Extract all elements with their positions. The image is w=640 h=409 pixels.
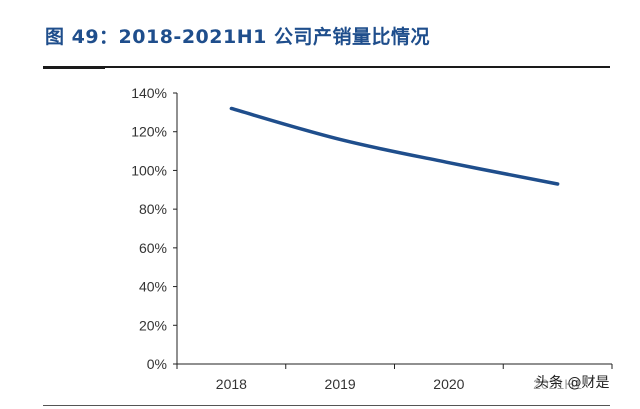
figure-title: 图 49：2018-2021H1 公司产销量比情况 (45, 26, 430, 48)
bottom-rule (43, 405, 610, 406)
y-axis: 0% 20% 40% 60% 80% 100% 120% 140% (131, 85, 178, 372)
y-tick-label: 0% (147, 356, 167, 372)
x-tick-label: 2020 (433, 376, 464, 392)
y-tick-label: 140% (131, 85, 167, 101)
y-tick-label: 20% (139, 317, 167, 333)
y-tick-label: 100% (131, 162, 167, 178)
y-tick-label: 80% (139, 201, 167, 217)
series-line (229, 106, 560, 186)
y-tick-label: 40% (139, 279, 167, 295)
top-rule (43, 66, 610, 68)
series-group (229, 106, 560, 186)
top-rule-accent (43, 66, 105, 69)
x-tick-label: 2018 (216, 376, 247, 392)
y-tick-label: 120% (131, 124, 167, 140)
watermark: 头条 @财是 (533, 372, 612, 392)
y-tick-label: 60% (139, 240, 167, 256)
x-tick-label: 2019 (325, 376, 356, 392)
